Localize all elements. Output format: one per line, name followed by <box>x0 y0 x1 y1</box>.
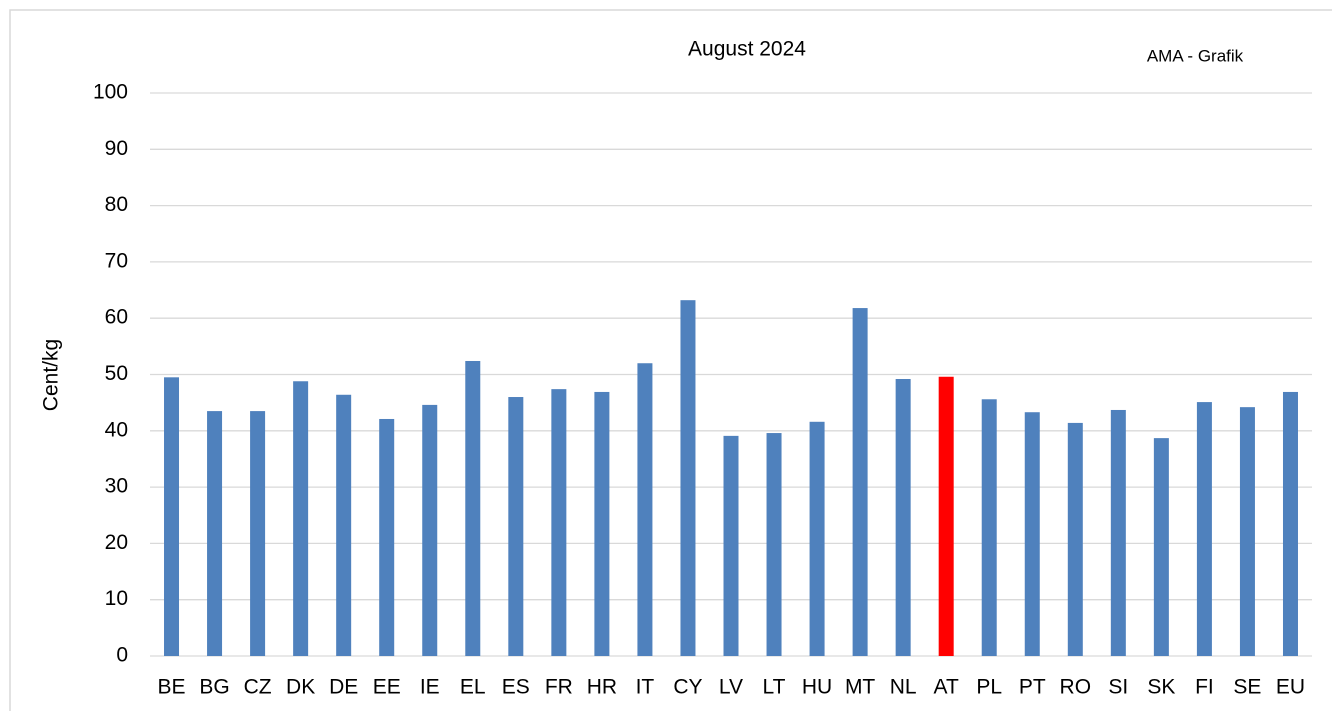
bar <box>293 381 309 656</box>
x-tick-label: LV <box>719 676 743 699</box>
bar <box>594 391 610 656</box>
bar <box>379 418 395 656</box>
x-tick-label: PL <box>976 676 1002 699</box>
bar <box>938 376 954 656</box>
bar <box>551 389 567 656</box>
x-tick-label: SI <box>1108 676 1128 699</box>
y-tick-label: 30 <box>105 475 128 498</box>
bar <box>895 379 911 656</box>
x-tick-label: NL <box>890 676 917 699</box>
bar <box>250 411 266 656</box>
bar <box>1282 391 1298 656</box>
x-tick-label: FR <box>545 676 573 699</box>
bar <box>1153 438 1169 656</box>
x-tick-label: IE <box>420 676 440 699</box>
bar <box>164 377 180 656</box>
y-tick-label: 0 <box>116 644 128 667</box>
x-tick-label: HU <box>802 676 832 699</box>
x-tick-label: BE <box>158 676 186 699</box>
x-tick-label: DK <box>286 676 315 699</box>
x-tick-label: SK <box>1147 676 1175 699</box>
y-axis-label: Cent/kg <box>40 339 63 411</box>
x-tick-label: FI <box>1195 676 1214 699</box>
bar <box>981 399 997 656</box>
y-tick-label: 50 <box>105 362 128 385</box>
bar <box>766 433 782 656</box>
y-tick-label: 60 <box>105 306 128 329</box>
bar <box>852 308 868 656</box>
bar <box>207 411 223 656</box>
x-tick-label: EL <box>460 676 486 699</box>
x-tick-label: RO <box>1060 676 1092 699</box>
x-tick-label: LT <box>763 676 786 699</box>
x-tick-label: DE <box>329 676 358 699</box>
x-tick-label: MT <box>845 676 875 699</box>
x-tick-label: HR <box>587 676 617 699</box>
bar <box>1110 409 1126 656</box>
y-tick-label: 40 <box>105 418 128 441</box>
x-tick-label: AT <box>934 676 959 699</box>
x-tick-label: SE <box>1233 676 1261 699</box>
x-tick-label: PT <box>1019 676 1046 699</box>
x-tick-label: EU <box>1276 676 1305 699</box>
bar <box>680 300 696 656</box>
bar <box>422 404 438 656</box>
y-tick-label: 10 <box>105 587 128 610</box>
bar <box>1239 407 1255 656</box>
bar <box>1196 402 1212 656</box>
bar <box>1067 422 1083 656</box>
x-tick-label: ES <box>502 676 530 699</box>
bar <box>723 435 739 656</box>
y-tick-label: 90 <box>105 137 128 160</box>
chart-frame <box>9 9 1332 711</box>
bar <box>508 397 524 656</box>
x-tick-label: IT <box>636 676 655 699</box>
bar <box>1024 412 1040 656</box>
bar <box>336 394 352 656</box>
chart-title: August 2024 <box>688 38 806 61</box>
bar <box>637 363 653 656</box>
y-tick-label: 100 <box>93 81 128 104</box>
bar <box>465 360 481 656</box>
x-tick-label: EE <box>373 676 401 699</box>
x-tick-label: CY <box>673 676 702 699</box>
annotation: AMA - Grafik <box>1147 46 1244 65</box>
y-tick-label: 70 <box>105 249 128 272</box>
x-tick-label: CZ <box>244 676 272 699</box>
y-tick-label: 20 <box>105 531 128 554</box>
y-tick-label: 80 <box>105 193 128 216</box>
x-tick-label: BG <box>199 676 229 699</box>
bar <box>809 421 825 656</box>
